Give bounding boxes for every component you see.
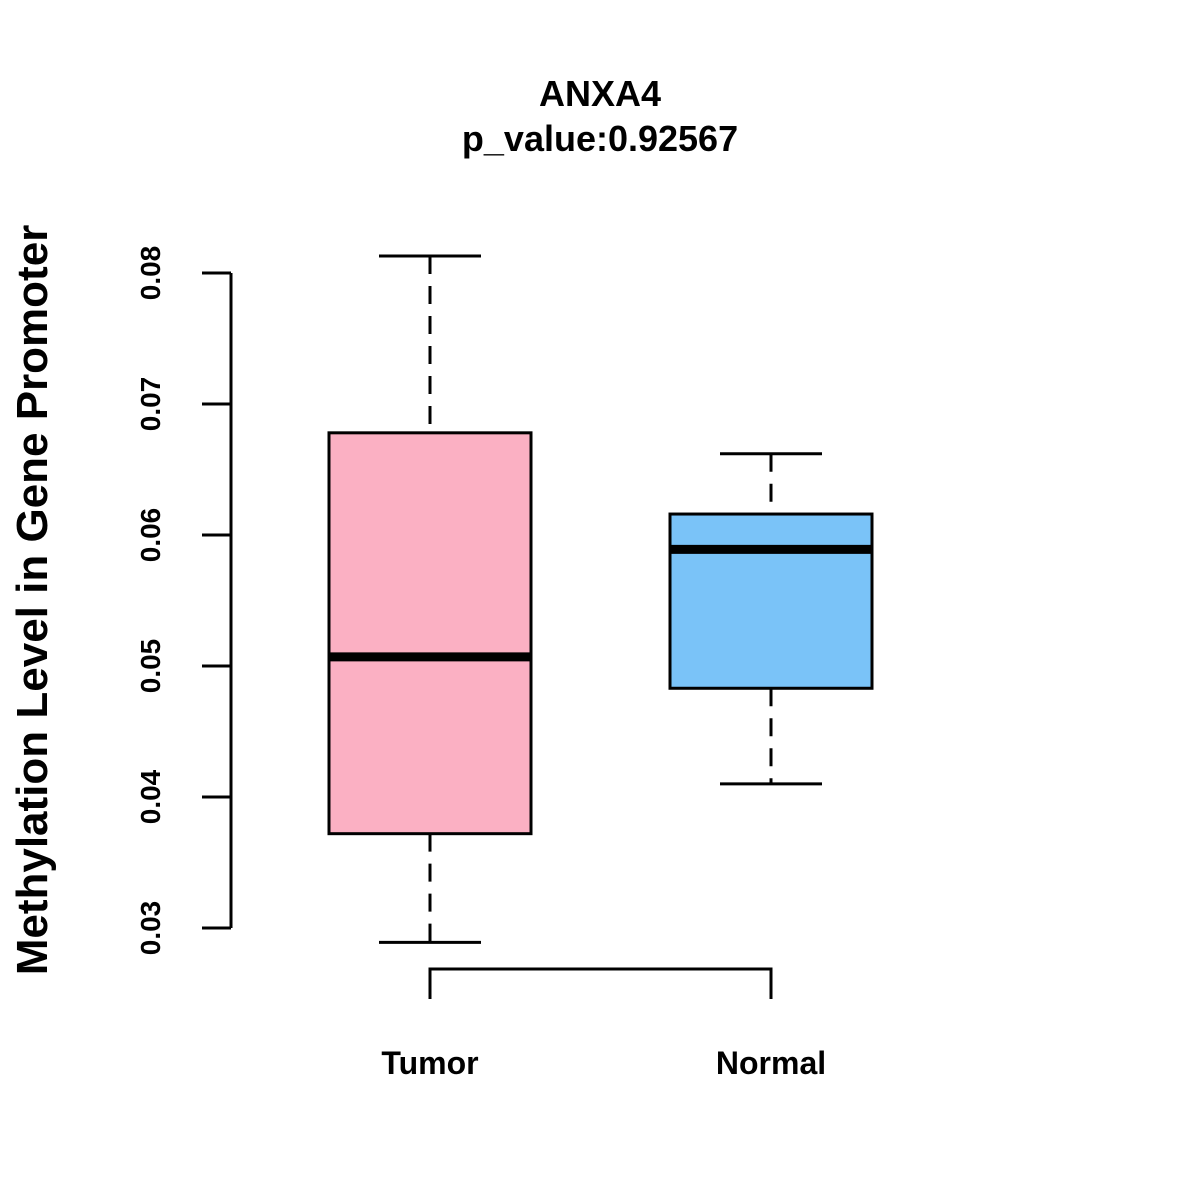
y-tick-label: 0.08 — [135, 246, 166, 301]
box-body — [668, 512, 874, 690]
x-axis-labels: Tumor Normal — [381, 1045, 826, 1081]
y-tick-label: 0.06 — [135, 508, 166, 563]
box-group — [327, 254, 874, 944]
category-label-normal: Normal — [716, 1045, 826, 1081]
y-tick-label: 0.05 — [135, 639, 166, 694]
bracket-line — [428, 967, 773, 999]
category-label-tumor: Tumor — [381, 1045, 478, 1081]
box-body — [327, 431, 533, 836]
y-tick-label: 0.07 — [135, 377, 166, 432]
y-axis: 0.03 0.04 0.05 0.06 0.07 0.08 — [135, 246, 233, 956]
chart-title: ANXA4 — [539, 73, 661, 114]
box-normal — [668, 452, 874, 786]
box-tumor — [327, 254, 533, 944]
chart-subtitle: p_value:0.92567 — [462, 118, 738, 159]
significance-bracket — [428, 967, 773, 999]
y-axis-label: Methylation Level in Gene Promoter — [8, 225, 57, 976]
y-tick-label: 0.03 — [135, 901, 166, 956]
y-tick-label: 0.04 — [135, 769, 166, 824]
